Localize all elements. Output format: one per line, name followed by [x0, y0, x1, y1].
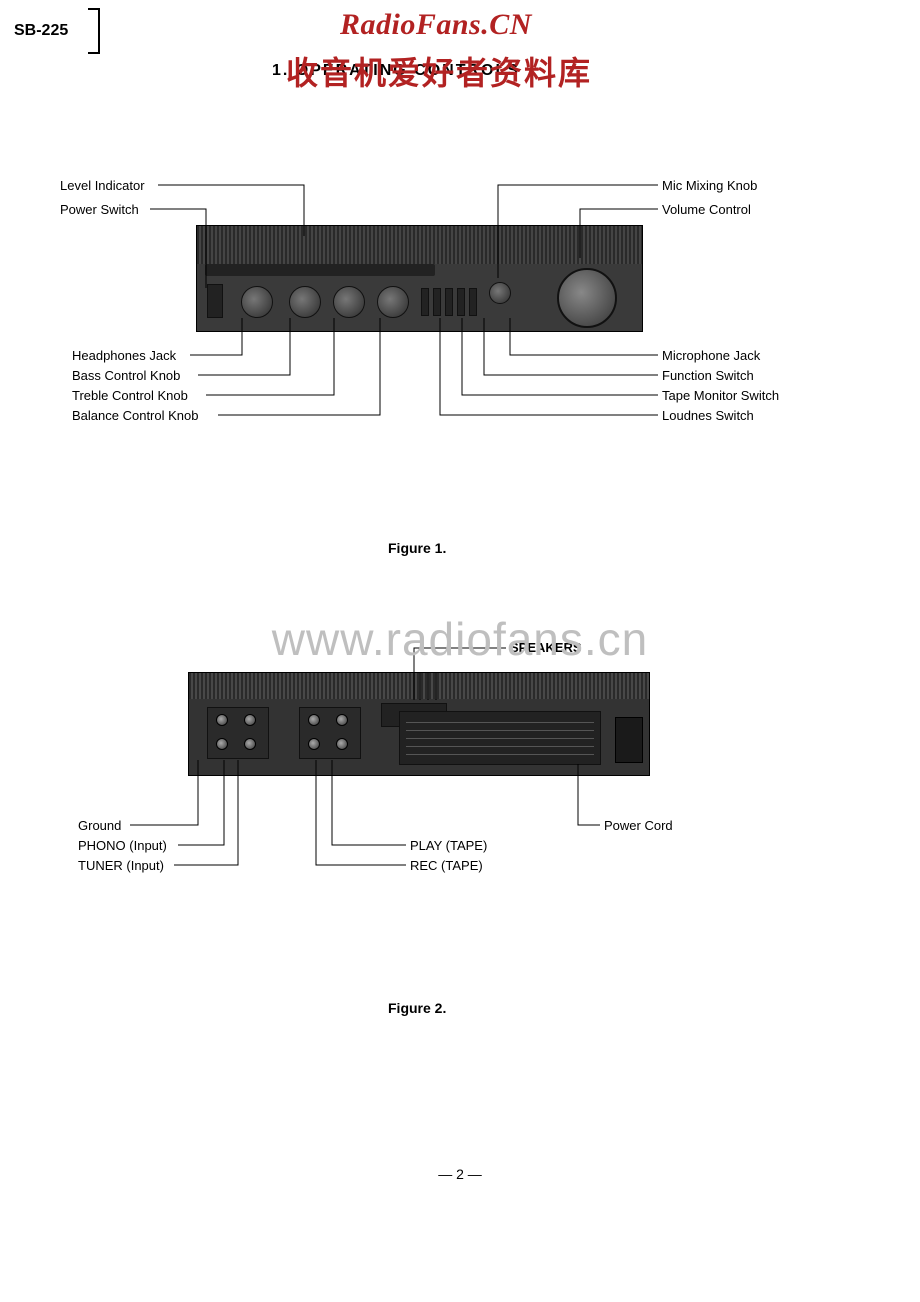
rca-plug [216, 738, 228, 750]
bass-knob [241, 286, 273, 318]
device2-grille [189, 673, 649, 699]
device1-display [205, 264, 435, 276]
label-tuner-input: TUNER (Input) [78, 858, 164, 873]
figure1-caption: Figure 1. [388, 540, 446, 556]
device1-grille [197, 226, 642, 264]
watermark-mid: www.radiofans.cn [0, 612, 920, 666]
switch [421, 288, 429, 316]
model-bracket [88, 8, 100, 54]
switch [457, 288, 465, 316]
extra-knob [377, 286, 409, 318]
treble-knob [289, 286, 321, 318]
watermark-cjk: 收音机爱好者资料库 [286, 48, 592, 94]
figure1-device-front [196, 225, 643, 332]
label-treble-control-knob: Treble Control Knob [72, 388, 188, 403]
rca-plug [244, 714, 256, 726]
label-balance-control-knob: Balance Control Knob [72, 408, 198, 423]
figure2-device-rear [188, 672, 650, 776]
label-power-switch: Power Switch [60, 202, 139, 217]
label-volume-control: Volume Control [662, 202, 751, 217]
page: SB-225 RadioFans.CN 1. OPERATING CONTROL… [0, 0, 920, 1302]
label-headphones-jack: Headphones Jack [72, 348, 176, 363]
watermark-top: RadioFans.CN [340, 8, 532, 42]
rca-plug [216, 714, 228, 726]
rca-block-phono-tuner [207, 707, 269, 759]
switch [469, 288, 477, 316]
rca-plug [336, 714, 348, 726]
info-plate [399, 711, 601, 765]
label-microphone-jack: Microphone Jack [662, 348, 760, 363]
rca-plug [308, 714, 320, 726]
label-level-indicator: Level Indicator [60, 178, 145, 193]
switch-group [421, 284, 481, 318]
mic-mixing-knob [489, 282, 511, 304]
rca-plug [244, 738, 256, 750]
label-loudness-switch: Loudnes Switch [662, 408, 754, 423]
label-ground: Ground [78, 818, 121, 833]
figure2-caption: Figure 2. [388, 1000, 446, 1016]
label-phono-input: PHONO (Input) [78, 838, 167, 853]
rca-plug [308, 738, 320, 750]
label-mic-mixing-knob: Mic Mixing Knob [662, 178, 757, 193]
volume-knob [557, 268, 617, 328]
rca-plug [336, 738, 348, 750]
rca-block-tape [299, 707, 361, 759]
balance-knob [333, 286, 365, 318]
power-cord-socket [615, 717, 643, 763]
power-switch [207, 284, 223, 318]
switch [445, 288, 453, 316]
label-power-cord: Power Cord [604, 818, 673, 833]
switch [433, 288, 441, 316]
model-label: SB-225 [14, 22, 68, 40]
label-rec-tape: REC (TAPE) [410, 858, 483, 873]
label-bass-control-knob: Bass Control Knob [72, 368, 180, 383]
label-play-tape: PLAY (TAPE) [410, 838, 487, 853]
label-tape-monitor-switch: Tape Monitor Switch [662, 388, 779, 403]
label-function-switch: Function Switch [662, 368, 754, 383]
page-number: — 2 — [0, 1166, 920, 1182]
